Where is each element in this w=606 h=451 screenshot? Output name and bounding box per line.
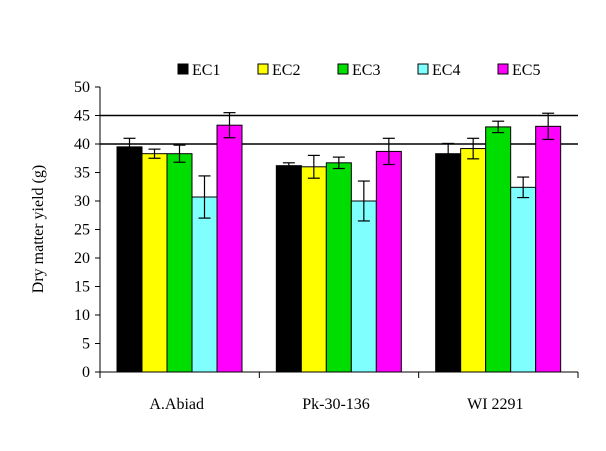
y-tick-label-25: 25 xyxy=(74,222,90,239)
bar-ec4-2 xyxy=(510,186,537,373)
y-tick-label-35: 35 xyxy=(74,165,90,182)
y-tick-label-30: 30 xyxy=(74,193,90,210)
legend-label-ec1: EC1 xyxy=(192,62,220,79)
bar-ec3-1 xyxy=(325,162,352,373)
y-tick-label-50: 50 xyxy=(74,79,90,96)
legend: EC1 EC2 EC3 EC4 EC5 xyxy=(172,60,562,81)
bar-ec4-0 xyxy=(191,196,218,373)
bar-ec2-1 xyxy=(300,166,327,373)
x-category-label-2: WI 2291 xyxy=(467,396,523,413)
bar-ec1-2 xyxy=(435,153,462,373)
x-category-label-1: Pk-30-136 xyxy=(302,396,370,413)
legend-swatch-ec3 xyxy=(337,63,349,75)
bars xyxy=(116,124,562,373)
legend-swatch-ec4 xyxy=(417,63,429,75)
bar-ec2-0 xyxy=(141,153,168,373)
y-tick-label-20: 20 xyxy=(74,250,90,267)
bar-ec3-2 xyxy=(485,126,512,373)
bar-ec2-2 xyxy=(460,148,487,373)
legend-label-ec5: EC5 xyxy=(512,62,540,79)
y-tick-label-15: 15 xyxy=(74,279,90,296)
legend-swatch-ec5 xyxy=(497,63,509,75)
y-axis-label: Dry matter yield (g) xyxy=(30,165,47,293)
bar-ec5-0 xyxy=(216,124,243,373)
bar-ec1-0 xyxy=(116,146,143,373)
y-tick-label-0: 0 xyxy=(82,364,90,381)
axes: 0 5 10 15 20 25 30 35 40 45 50 A.Abiad Pk-30-136 WI 2… xyxy=(74,79,579,413)
legend-label-ec3: EC3 xyxy=(352,62,380,79)
legend-label-ec2: EC2 xyxy=(272,62,300,79)
legend-swatch-ec1 xyxy=(177,63,189,75)
x-category-label-0: A.Abiad xyxy=(149,396,204,413)
y-tick-label-5: 5 xyxy=(82,336,90,353)
legend-label-ec4: EC4 xyxy=(432,62,460,79)
y-tick-label-40: 40 xyxy=(74,136,90,153)
bar-ec5-1 xyxy=(375,150,402,373)
y-tick-label-45: 45 xyxy=(74,108,90,125)
y-tick-label-10: 10 xyxy=(74,307,90,324)
error-bars xyxy=(123,112,555,222)
bar-ec5-2 xyxy=(535,125,562,373)
bar-ec4-1 xyxy=(350,200,377,373)
bar-ec1-1 xyxy=(275,165,302,373)
legend-swatch-ec2 xyxy=(257,63,269,75)
bar-ec3-0 xyxy=(166,153,193,373)
legend-background xyxy=(172,60,562,81)
